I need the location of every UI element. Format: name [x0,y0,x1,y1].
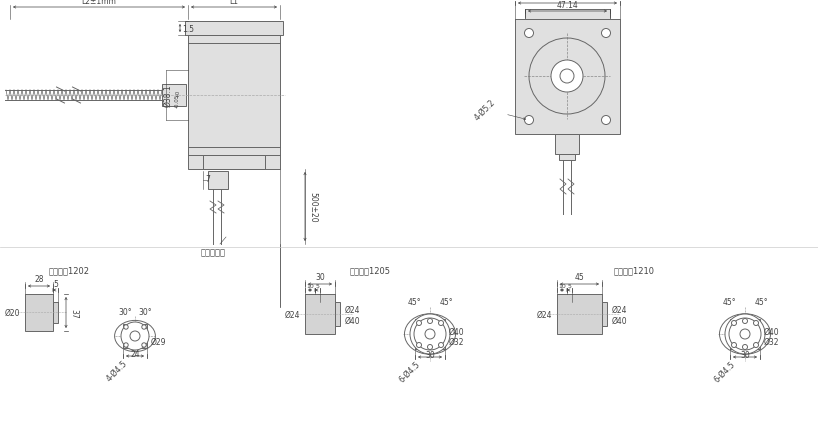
Circle shape [410,314,450,354]
Circle shape [753,343,758,348]
Text: 4-Ø4.5: 4-Ø4.5 [105,358,129,383]
Text: 7: 7 [205,175,210,184]
Bar [602,302,607,326]
Text: 45°: 45° [439,297,453,306]
Text: Ø40: Ø40 [345,316,361,325]
Bar [188,22,280,170]
Bar [335,302,340,326]
Circle shape [428,345,433,350]
Text: Ø40: Ø40 [764,327,780,336]
Bar [525,10,610,20]
Circle shape [438,343,443,348]
Bar [162,85,186,107]
Bar [555,135,579,155]
Bar [203,155,265,170]
Text: 30°: 30° [118,307,132,316]
Text: Ø32: Ø32 [449,337,465,346]
Text: Ø24: Ø24 [345,305,361,314]
Bar [557,294,602,334]
Text: 5: 5 [53,279,58,288]
Text: +0: +0 [175,90,180,98]
Circle shape [416,321,421,326]
Text: 45°: 45° [407,297,420,306]
Text: 45°: 45° [722,297,736,306]
Text: 47.14: 47.14 [556,1,578,10]
Text: 高柔电缆线: 高柔电缆线 [200,247,226,256]
Circle shape [121,322,149,350]
Text: Ø24: Ø24 [285,310,300,319]
Text: 10: 10 [306,283,314,288]
Text: 28: 28 [34,274,43,283]
Text: 6-Ø4.5: 6-Ø4.5 [398,359,422,384]
Bar [415,319,445,349]
Text: 45°: 45° [754,297,768,306]
Text: 滚珠螺母1202: 滚珠螺母1202 [48,265,89,274]
Text: Ø32: Ø32 [764,337,780,346]
Text: 30: 30 [740,350,750,359]
Circle shape [524,29,533,39]
Text: 4-Ø5.2: 4-Ø5.2 [473,98,497,122]
Text: Ø24: Ø24 [537,310,552,319]
Circle shape [560,70,574,84]
Circle shape [124,343,128,347]
Text: Ø20: Ø20 [5,308,20,317]
Text: 37: 37 [69,308,78,318]
Text: 5: 5 [316,283,320,288]
Bar [185,22,283,36]
Text: 滚珠螺母1210: 滚珠螺母1210 [614,265,654,274]
Text: 10: 10 [558,283,566,288]
Circle shape [601,116,610,125]
Bar [208,172,228,190]
Circle shape [725,314,765,354]
Circle shape [731,343,736,348]
Text: 45: 45 [574,272,584,281]
Text: 1.5: 1.5 [182,25,194,33]
Circle shape [425,329,435,339]
Circle shape [743,345,748,350]
Circle shape [753,321,758,326]
Circle shape [438,321,443,326]
Text: L1: L1 [230,0,239,6]
Text: 6-Ø4.5: 6-Ø4.5 [712,359,737,384]
Circle shape [142,343,146,347]
Circle shape [124,325,128,329]
Circle shape [551,61,583,93]
Bar [305,294,335,334]
Text: Ø40: Ø40 [612,316,627,325]
Bar [25,294,53,331]
Text: Ø29: Ø29 [151,337,167,346]
Circle shape [601,29,610,39]
Text: Ø24: Ø24 [612,305,627,314]
Text: 60: 60 [562,0,573,1]
Text: 5: 5 [568,283,572,288]
Text: Ø40: Ø40 [449,327,465,336]
Text: 滚珠螺母1205: 滚珠螺母1205 [349,265,390,274]
Bar [730,319,760,349]
Text: 30: 30 [315,272,325,281]
Circle shape [428,319,433,324]
Circle shape [416,343,421,348]
Circle shape [142,325,146,329]
Bar [123,324,147,348]
Text: L2±1mm: L2±1mm [82,0,116,6]
Bar [559,155,575,161]
Bar [515,20,620,135]
Text: -0.05: -0.05 [175,94,180,108]
Circle shape [731,321,736,326]
Bar [53,302,58,323]
Text: Ø38.1: Ø38.1 [164,85,173,107]
Circle shape [524,116,533,125]
Text: 30°: 30° [138,307,152,316]
Circle shape [743,319,748,324]
Circle shape [130,331,140,341]
Text: 30: 30 [425,350,435,359]
Text: 500±20: 500±20 [308,192,317,223]
Circle shape [740,329,750,339]
Text: 24: 24 [130,349,140,358]
